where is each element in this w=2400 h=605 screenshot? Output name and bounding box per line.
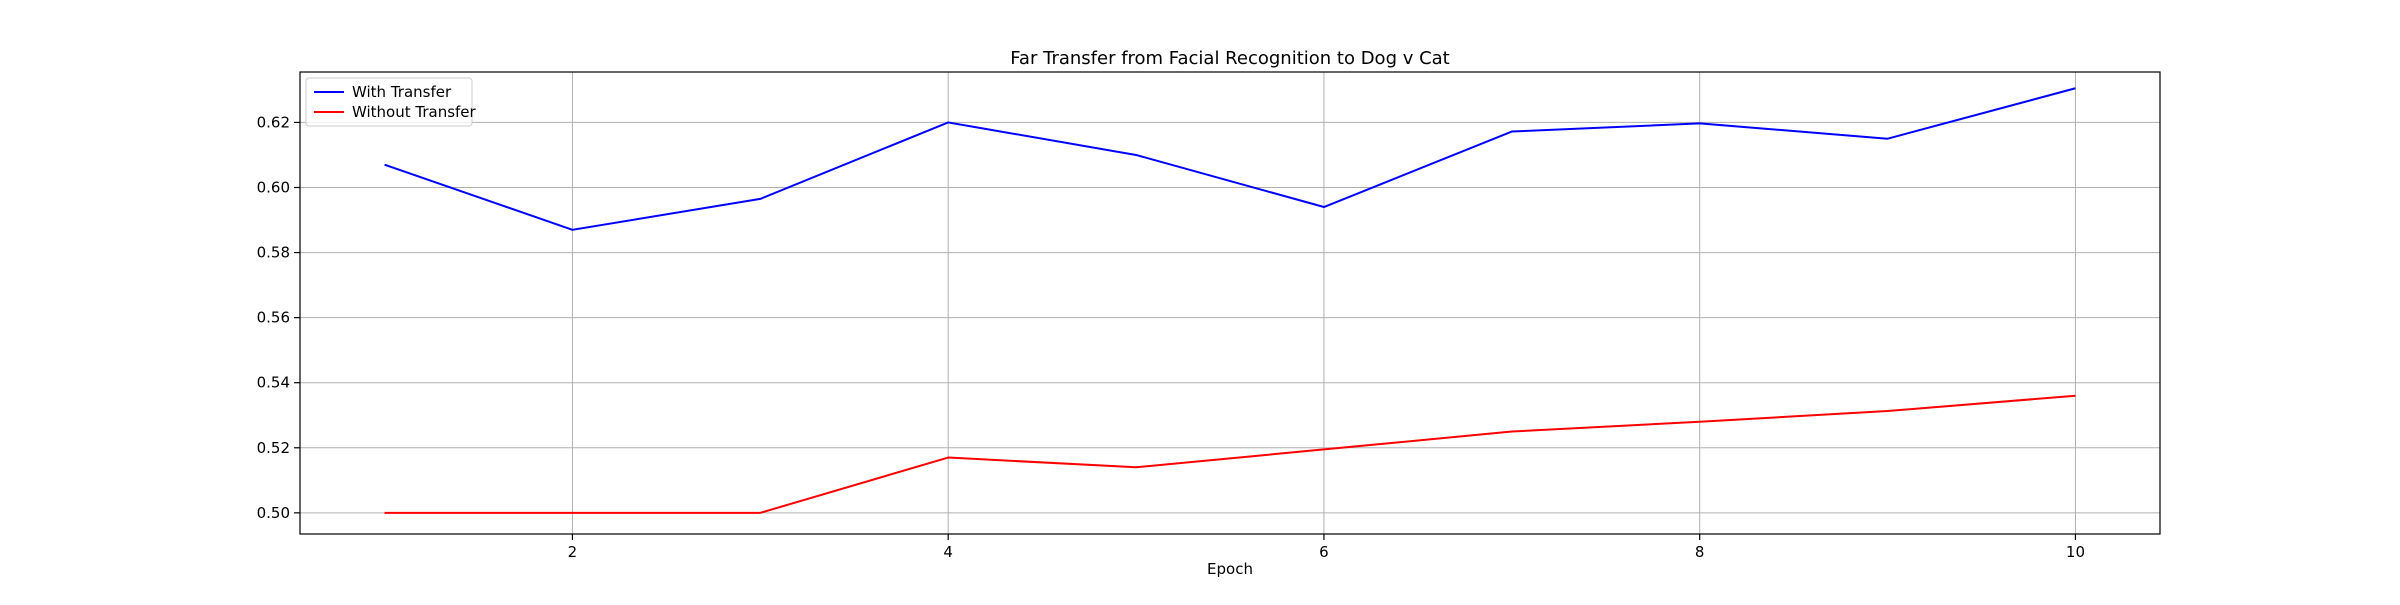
x-tick-label: 10 <box>2066 543 2085 561</box>
axis-ticks: 2 4 6 8 10 0.50 0.52 0.54 0.56 0.58 0.60 0.62 <box>257 113 2085 561</box>
plot-area-frame <box>299 71 2161 535</box>
legend: With Transfer Without Transfer <box>305 77 477 127</box>
data-point <box>759 198 761 200</box>
y-tick-label: 0.56 <box>257 309 290 327</box>
x-tick-label: 6 <box>1319 543 1329 561</box>
legend-box <box>305 77 473 127</box>
data-point <box>1887 138 1889 140</box>
data-point <box>1511 131 1513 133</box>
data-point <box>1699 421 1701 423</box>
data-point <box>571 229 573 231</box>
data-point <box>1135 154 1137 156</box>
y-tick-label: 0.50 <box>257 504 290 522</box>
data-point <box>947 457 949 459</box>
series-line-with-transfer <box>384 87 2076 231</box>
data-point <box>1699 122 1701 124</box>
data-point <box>1323 206 1325 208</box>
data-point <box>384 164 386 166</box>
y-tick-label: 0.62 <box>257 113 290 131</box>
data-point <box>571 512 573 514</box>
series-line-without-transfer <box>384 394 2076 514</box>
data-point <box>2074 395 2076 397</box>
y-tick-label: 0.54 <box>257 374 290 392</box>
data-point <box>384 512 386 514</box>
x-axis-label: Epoch <box>1207 560 1253 578</box>
legend-label: Without Transfer <box>352 103 477 121</box>
data-point <box>1887 410 1889 412</box>
series-lines <box>384 87 2076 514</box>
data-point <box>1511 431 1513 433</box>
data-point <box>1323 448 1325 450</box>
legend-label: With Transfer <box>352 83 452 101</box>
data-point <box>947 121 949 123</box>
data-point <box>1135 466 1137 468</box>
y-tick-label: 0.60 <box>257 179 290 197</box>
chart-title: Far Transfer from Facial Recognition to … <box>1010 48 1450 69</box>
x-tick-label: 8 <box>1695 543 1705 561</box>
grid <box>300 72 2160 534</box>
x-tick-label: 4 <box>943 543 953 561</box>
data-point <box>2074 87 2076 89</box>
x-tick-label: 2 <box>568 543 578 561</box>
y-tick-label: 0.58 <box>257 244 290 262</box>
y-tick-label: 0.52 <box>257 439 290 457</box>
data-point <box>759 512 761 514</box>
